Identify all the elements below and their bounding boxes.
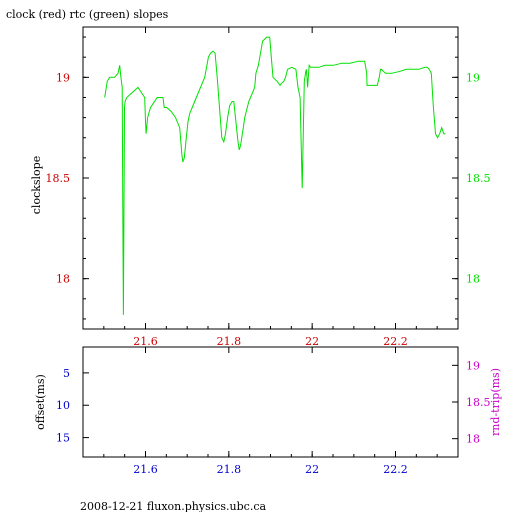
bottom-x-tick-label: 22 <box>305 463 319 476</box>
top-panel: 21.6 21.8 22 22.2 18 18.5 19 18 18.5 19 clocksl… <box>30 26 491 348</box>
top-plot-frame <box>82 26 459 330</box>
top-series-group <box>104 36 446 315</box>
bottom-left-y-tick-label: 15 <box>56 432 70 445</box>
top-right-y-tick-label: 18 <box>466 273 480 286</box>
top-y-axis-label: clockslope <box>30 156 43 214</box>
bottom-x-tick-label: 21.6 <box>133 463 158 476</box>
bottom-y-ticks-right: 18 18.5 19 <box>452 359 491 446</box>
rtc-slope-series-line <box>104 36 446 315</box>
bottom-y-axis-label-right: rnd-trip(ms) <box>489 368 502 436</box>
top-x-tick-label: 22.2 <box>383 335 408 348</box>
top-right-y-tick-label: 19 <box>466 71 480 84</box>
top-y-ticks-left: 18 18.5 19 <box>46 36 458 320</box>
top-left-y-tick-label: 18 <box>56 273 70 286</box>
bottom-left-y-tick-label: 5 <box>63 367 70 380</box>
bottom-left-y-tick-label: 10 <box>56 399 70 412</box>
top-y-ticks-right: 18 18.5 19 <box>452 71 491 286</box>
bottom-plot-frame <box>82 346 459 458</box>
bottom-right-y-tick-label: 18.5 <box>466 396 491 409</box>
top-x-tick-label: 22 <box>305 335 319 348</box>
footer-text: 2008-12-21 fluxon.physics.ubc.ca <box>80 500 266 512</box>
bottom-x-tick-label: 22.2 <box>383 463 408 476</box>
top-x-ticks: 21.6 21.8 22 22.2 <box>82 27 438 348</box>
bottom-x-ticks: 21.6 21.8 22 22.2 <box>82 347 438 476</box>
top-x-tick-label: 21.6 <box>133 335 158 348</box>
bottom-x-tick-label: 21.8 <box>217 463 242 476</box>
bottom-right-y-tick-label: 18 <box>466 433 480 446</box>
chart-title: clock (red) rtc (green) slopes <box>6 8 169 21</box>
bottom-panel: 21.6 21.8 22 22.2 5 10 15 18 18.5 19 offset(ms)… <box>34 346 502 476</box>
top-left-y-tick-label: 18.5 <box>46 172 71 185</box>
bottom-y-axis-label-left: offset(ms) <box>34 374 47 430</box>
bottom-y-ticks-left: 5 10 15 <box>56 367 89 445</box>
top-right-y-tick-label: 18.5 <box>466 172 491 185</box>
top-left-y-tick-label: 19 <box>56 71 70 84</box>
bottom-right-y-tick-label: 19 <box>466 359 480 372</box>
top-x-tick-label: 21.8 <box>217 335 242 348</box>
